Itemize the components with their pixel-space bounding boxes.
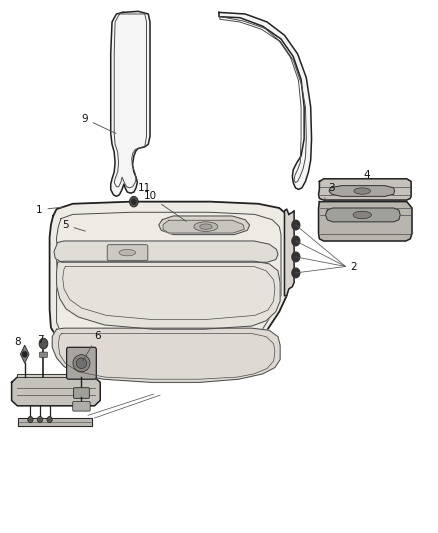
Circle shape [292, 236, 300, 246]
Ellipse shape [194, 222, 218, 231]
Polygon shape [219, 12, 311, 189]
Polygon shape [12, 377, 100, 406]
Text: 4: 4 [363, 170, 370, 180]
Ellipse shape [354, 188, 371, 194]
Polygon shape [318, 201, 412, 241]
Circle shape [292, 268, 300, 278]
Circle shape [37, 416, 42, 423]
Polygon shape [111, 11, 150, 196]
Polygon shape [52, 328, 280, 382]
Ellipse shape [73, 354, 90, 372]
Text: 5: 5 [62, 220, 85, 231]
Circle shape [47, 416, 52, 423]
Text: 10: 10 [144, 191, 186, 221]
FancyBboxPatch shape [67, 348, 96, 379]
Ellipse shape [76, 358, 87, 368]
Polygon shape [329, 185, 395, 196]
Polygon shape [285, 209, 294, 296]
Text: 11: 11 [135, 183, 152, 199]
Circle shape [292, 252, 300, 262]
Ellipse shape [353, 211, 371, 219]
Polygon shape [159, 216, 250, 235]
Text: 8: 8 [14, 337, 25, 352]
Polygon shape [325, 208, 400, 222]
Text: 3: 3 [324, 183, 335, 200]
Circle shape [132, 199, 136, 204]
Polygon shape [54, 241, 278, 262]
Polygon shape [318, 179, 411, 200]
Polygon shape [163, 220, 244, 233]
Text: 6: 6 [83, 330, 101, 361]
Circle shape [28, 416, 33, 423]
FancyBboxPatch shape [39, 352, 47, 358]
Circle shape [292, 220, 300, 230]
Ellipse shape [200, 224, 212, 229]
Text: 1: 1 [36, 205, 63, 215]
Circle shape [39, 338, 48, 349]
Polygon shape [17, 374, 95, 377]
Polygon shape [20, 345, 29, 364]
FancyBboxPatch shape [73, 401, 90, 411]
Polygon shape [18, 418, 92, 426]
Polygon shape [49, 201, 289, 364]
Circle shape [22, 352, 27, 357]
Polygon shape [57, 261, 280, 329]
Text: 2: 2 [350, 262, 357, 271]
Ellipse shape [119, 249, 136, 256]
Text: 7: 7 [38, 335, 44, 349]
FancyBboxPatch shape [74, 387, 89, 398]
FancyBboxPatch shape [107, 245, 148, 261]
Text: 9: 9 [81, 114, 116, 133]
Circle shape [130, 196, 138, 207]
